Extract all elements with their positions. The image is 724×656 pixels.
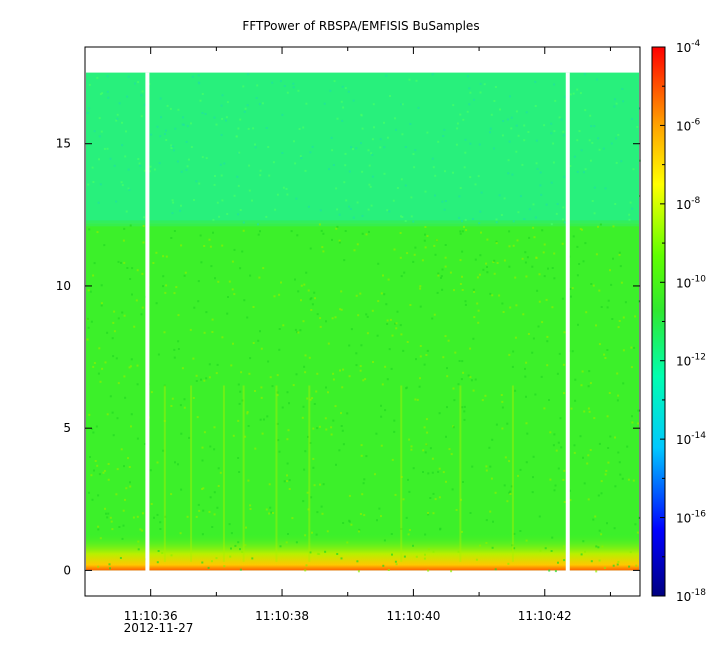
colorbar-tick-label: 10-18 xyxy=(676,588,706,604)
data-gap xyxy=(565,72,570,572)
x-tick-label: 11:10:38 xyxy=(255,609,309,623)
chart-title: FFTPower of RBSPA/EMFISIS BuSamples xyxy=(242,19,479,33)
plot-area: 0 5 10 15 11:10:36 11:10:38 11:10:40 11:10:42 2… xyxy=(56,46,641,635)
x-axis: 11:10:36 11:10:38 11:10:40 11:10:42 2012-11-… xyxy=(84,47,611,635)
colorbar: 10-4 10-6 10-8 10-10 10-12 10-14 10-16 10-18 xyxy=(651,39,706,604)
colorbar-tick-label: 10-14 xyxy=(676,431,706,447)
x-tick-label: 11:10:36 xyxy=(124,609,178,623)
low-frequency-enhancement xyxy=(86,533,639,571)
lower-frequency-band xyxy=(86,223,639,571)
y-tick-label: 5 xyxy=(63,421,71,435)
plot-frame xyxy=(84,46,641,597)
data-gaps xyxy=(145,72,570,572)
colorbar-tick-label: 10-8 xyxy=(676,196,701,212)
heatmap-texture xyxy=(86,73,641,573)
x-tick-label: 11:10:40 xyxy=(386,609,440,623)
y-axis: 0 5 10 15 xyxy=(56,137,640,577)
colorbar-tick-label: 10-4 xyxy=(676,39,701,55)
y-tick-label: 0 xyxy=(63,563,71,577)
colorbar-tick-label: 10-16 xyxy=(676,510,706,526)
upper-frequency-band xyxy=(86,72,639,224)
y-tick-label: 15 xyxy=(56,137,71,151)
x-date-label: 2012-11-27 xyxy=(124,621,194,635)
colorbar-ticks: 10-4 10-6 10-8 10-10 10-12 10-14 10-16 10-18 xyxy=(660,39,706,604)
colorbar-tick-label: 10-6 xyxy=(676,117,701,133)
spectrogram-heatmap xyxy=(86,72,641,573)
data-gap xyxy=(145,72,150,572)
colorbar-tick-label: 10-10 xyxy=(676,274,706,290)
colorbar-tick-label: 10-12 xyxy=(676,353,706,369)
x-tick-label: 11:10:42 xyxy=(518,609,572,623)
band-transition xyxy=(86,220,639,227)
y-tick-label: 10 xyxy=(56,279,71,293)
